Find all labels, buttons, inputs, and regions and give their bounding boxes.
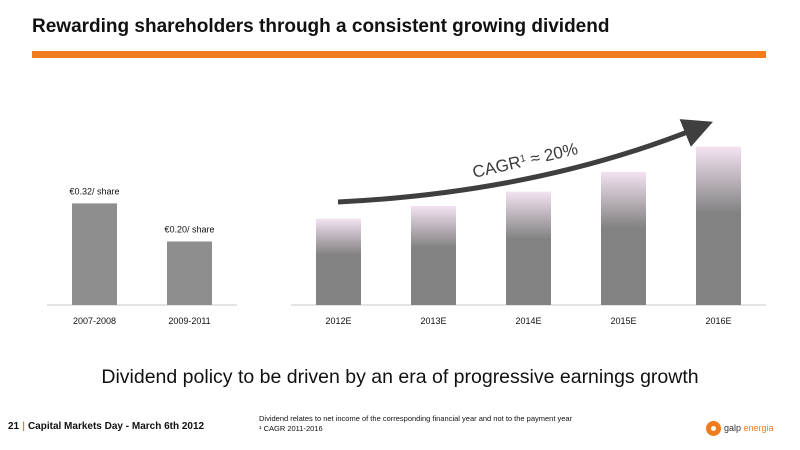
historic-dividend-chart: €0.32/ share 2007-2008 €0.20/ share 2009-20… (47, 186, 237, 326)
forecast-bar-2013E (411, 206, 456, 305)
page-number: 21 (8, 421, 20, 432)
event-name: Capital Markets Day - March 6th 2012 (27, 421, 205, 432)
cagr-superscript: 1 (519, 152, 527, 164)
historic-data-label-2007-2008: €0.32/ share (69, 186, 119, 196)
forecast-tick-label-2012E: 2012E (325, 316, 351, 326)
forecast-dividend-chart: 2012E 2013E 2014E 2015E 2016E (291, 146, 766, 326)
footer-separator: | (22, 421, 25, 432)
title-underline (32, 51, 766, 58)
forecast-tick-label-2015E: 2015E (610, 316, 636, 326)
slide-title: Rewarding shareholders through a consist… (32, 16, 610, 37)
forecast-tick-label-2013E: 2013E (420, 316, 446, 326)
logo-suffix: energia (743, 423, 774, 433)
historic-tick-label-2009-2011: 2009-2011 (168, 316, 210, 326)
footnote-line-2: ¹ CAGR 2011-2016 (259, 424, 323, 433)
forecast-bar-2012E (316, 218, 361, 305)
historic-bar-2007-2008 (72, 203, 117, 305)
galp-logo: galp energia (706, 418, 774, 438)
cagr-text: CAGR (471, 152, 523, 182)
galp-logo-icon (706, 420, 721, 436)
logo-name: galp (724, 423, 742, 433)
footer-page-info: 21 | Capital Markets Day - March 6th 2012 (8, 421, 204, 432)
trend-arrow (337, 119, 713, 205)
forecast-bar-2014E (506, 191, 551, 305)
forecast-bar-2015E (601, 171, 646, 305)
historic-tick-label-2007-2008: 2007-2008 (73, 316, 116, 326)
forecast-bar-2016E (696, 146, 741, 305)
cagr-annotation: CAGR1 ≈ 20% (471, 139, 580, 182)
footnote: Dividend relates to net income of the co… (259, 414, 572, 434)
cagr-value: ≈ 20% (524, 139, 580, 169)
historic-data-label-2009-2011: €0.20/ share (164, 225, 214, 235)
forecast-tick-label-2016E: 2016E (705, 316, 731, 326)
forecast-tick-label-2014E: 2014E (515, 316, 541, 326)
historic-bar-2009-2011 (167, 241, 212, 305)
tagline: Dividend policy to be driven by an era o… (101, 366, 699, 388)
footnote-line-1: Dividend relates to net income of the co… (259, 414, 573, 423)
